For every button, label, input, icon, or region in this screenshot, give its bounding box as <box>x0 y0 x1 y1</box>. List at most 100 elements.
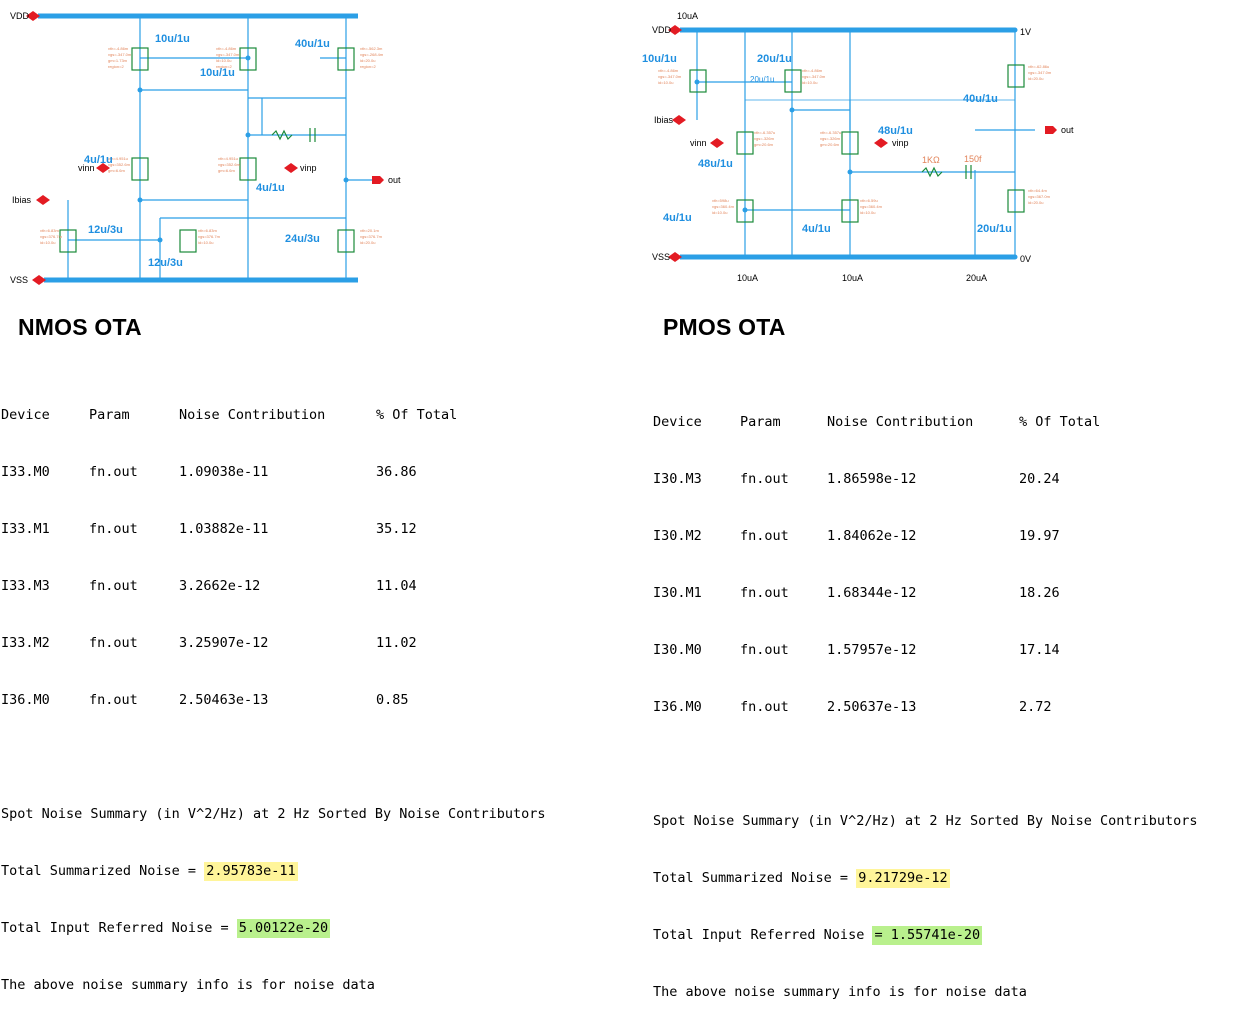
percent-cell: 11.02 <box>376 635 417 651</box>
svg-text:vth=-62.86u: vth=-62.86u <box>1028 64 1049 69</box>
table-row: I30.M2 fn.out 1.84062e-12 19.97 <box>653 527 1198 546</box>
svg-text:vth=4.951u: vth=4.951u <box>218 156 238 161</box>
transistor-m4-pmos <box>784 69 802 93</box>
noise-cell: 1.57957e-12 <box>827 642 917 658</box>
out-label: out <box>1061 125 1074 135</box>
device-cell: I36.M0 <box>1 692 50 708</box>
svg-text:vth=598u: vth=598u <box>712 198 729 203</box>
input-noise-label: Total Input Referred Noise = <box>1 920 237 936</box>
svg-text:id=10.0u: id=10.0u <box>658 80 673 85</box>
total-noise-line: Total Summarized Noise = 9.21729e-12 <box>653 869 1198 888</box>
table-header: Device Param Noise Contribution % Of Tot… <box>1 406 546 425</box>
svg-text:vgs=376.7m: vgs=376.7m <box>40 234 63 239</box>
percent-cell: 19.97 <box>1019 528 1060 544</box>
size-label: 48u/1u <box>878 125 913 137</box>
svg-text:id=20.0u: id=20.0u <box>1028 76 1043 81</box>
summary-line: Spot Noise Summary (in V^2/Hz) at 2 Hz S… <box>1 806 546 822</box>
size-label: 48u/1u <box>698 158 733 170</box>
svg-text:id=20.0u: id=20.0u <box>360 58 375 63</box>
device-cell: I30.M0 <box>653 642 702 658</box>
svg-text:vgs=-347.0m: vgs=-347.0m <box>108 52 132 57</box>
transistor-m2-nmos <box>337 47 355 71</box>
table-row: I30.M3 fn.out 1.86598e-12 20.24 <box>653 470 1198 489</box>
vinn-label: vinn <box>690 138 707 148</box>
vss-pin <box>668 252 682 262</box>
size-label: 20u/1u <box>757 53 792 65</box>
total-noise-label: Total Summarized Noise = <box>1 863 205 879</box>
svg-text:id=20.0u: id=20.0u <box>1028 200 1043 205</box>
svg-text:vth=6.83m: vth=6.83m <box>40 228 59 233</box>
vinn-pin <box>96 163 110 173</box>
vdd-pin <box>26 11 40 21</box>
input-noise-label: Total Input Referred Noise <box>653 927 873 943</box>
device-cell: I30.M3 <box>653 471 702 487</box>
device-cell: I36.M0 <box>653 699 702 715</box>
column-header: Noise Contribution <box>827 414 974 430</box>
total-noise-line: Total Summarized Noise = 2.95783e-11 <box>1 862 546 881</box>
device-cell: I33.M2 <box>1 635 50 651</box>
percent-cell: 0.85 <box>376 692 409 708</box>
vinp-pin <box>874 138 888 148</box>
table-row: I33.M3 fn.out 3.2662e-12 11.04 <box>1 577 546 596</box>
size-label: 40u/1u <box>295 38 330 50</box>
percent-cell: 20.24 <box>1019 471 1060 487</box>
svg-text:vgs=367.0m: vgs=367.0m <box>1028 194 1051 199</box>
out-pin <box>1045 126 1057 134</box>
table-row: I33.M2 fn.out 3.25907e-12 11.02 <box>1 634 546 653</box>
param-cell: fn.out <box>740 528 789 544</box>
vdd-voltage-label: 1V <box>1020 27 1031 37</box>
noise-cell: 3.25907e-12 <box>179 635 269 651</box>
column-header: Param <box>740 414 781 430</box>
transistor-m7-nmos <box>337 229 355 253</box>
svg-text:gm=20.6m: gm=20.6m <box>820 142 840 147</box>
svg-text:vth=-4.86m: vth=-4.86m <box>216 46 237 51</box>
ibias-label: Ibias <box>12 195 32 205</box>
param-cell: fn.out <box>89 578 138 594</box>
transistor-m3-nmos <box>131 157 149 181</box>
svg-text:vth=-6.357u: vth=-6.357u <box>820 130 841 135</box>
param-cell: fn.out <box>89 521 138 537</box>
total-noise-value: 9.21729e-12 <box>856 869 950 888</box>
vss-label: VSS <box>10 275 28 285</box>
total-noise-label: Total Summarized Noise = <box>653 870 857 886</box>
svg-text:vth=4.951u: vth=4.951u <box>108 156 128 161</box>
table-row: I33.M1 fn.out 1.03882e-11 35.12 <box>1 520 546 539</box>
column-header: Device <box>1 407 50 423</box>
vdd-pin <box>668 25 682 35</box>
svg-text:vgs=352.6m: vgs=352.6m <box>218 162 241 167</box>
noise-cell: 1.68344e-12 <box>827 585 917 601</box>
column-header: % Of Total <box>1019 414 1101 430</box>
svg-text:vgs=-347.0m: vgs=-347.0m <box>802 74 826 79</box>
nmos-noise-report: Device Param Noise Contribution % Of Tot… <box>1 368 546 1014</box>
size-label: 4u/1u <box>256 182 285 194</box>
size-label: 10u/1u <box>642 53 677 65</box>
size-label: 4u/1u <box>84 154 113 166</box>
total-noise-value: 2.95783e-11 <box>204 862 298 881</box>
size-label: 10u/1u <box>155 33 190 45</box>
current-label: 10uA <box>737 273 758 283</box>
percent-cell: 18.26 <box>1019 585 1060 601</box>
param-cell: fn.out <box>89 692 138 708</box>
column-header: Device <box>653 414 702 430</box>
noise-cell: 2.50637e-13 <box>827 699 917 715</box>
device-cell: I30.M1 <box>653 585 702 601</box>
transistor-m3-pmos <box>736 131 754 155</box>
device-cell: I33.M1 <box>1 521 50 537</box>
vss-voltage-label: 0V <box>1020 254 1031 264</box>
svg-text:vth=20.1m: vth=20.1m <box>360 228 379 233</box>
vinp-label: vinp <box>300 163 317 173</box>
vss-label: VSS <box>652 252 670 262</box>
vdd-label: VDD <box>652 25 672 35</box>
noise-cell: 1.84062e-12 <box>827 528 917 544</box>
noise-cell: 2.50463e-13 <box>179 692 269 708</box>
svg-text:gm=20.6m: gm=20.6m <box>754 142 774 147</box>
svg-text:vgs=-326m: vgs=-326m <box>754 136 775 141</box>
noise-cell: 3.2662e-12 <box>179 578 261 594</box>
svg-text:vgs=360.4m: vgs=360.4m <box>712 204 735 209</box>
device-cell: I33.M0 <box>1 464 50 480</box>
column-header: Noise Contribution <box>179 407 326 423</box>
percent-cell: 35.12 <box>376 521 417 537</box>
svg-text:vgs=376.7m: vgs=376.7m <box>198 234 221 239</box>
size-label: 40u/1u <box>963 93 998 105</box>
